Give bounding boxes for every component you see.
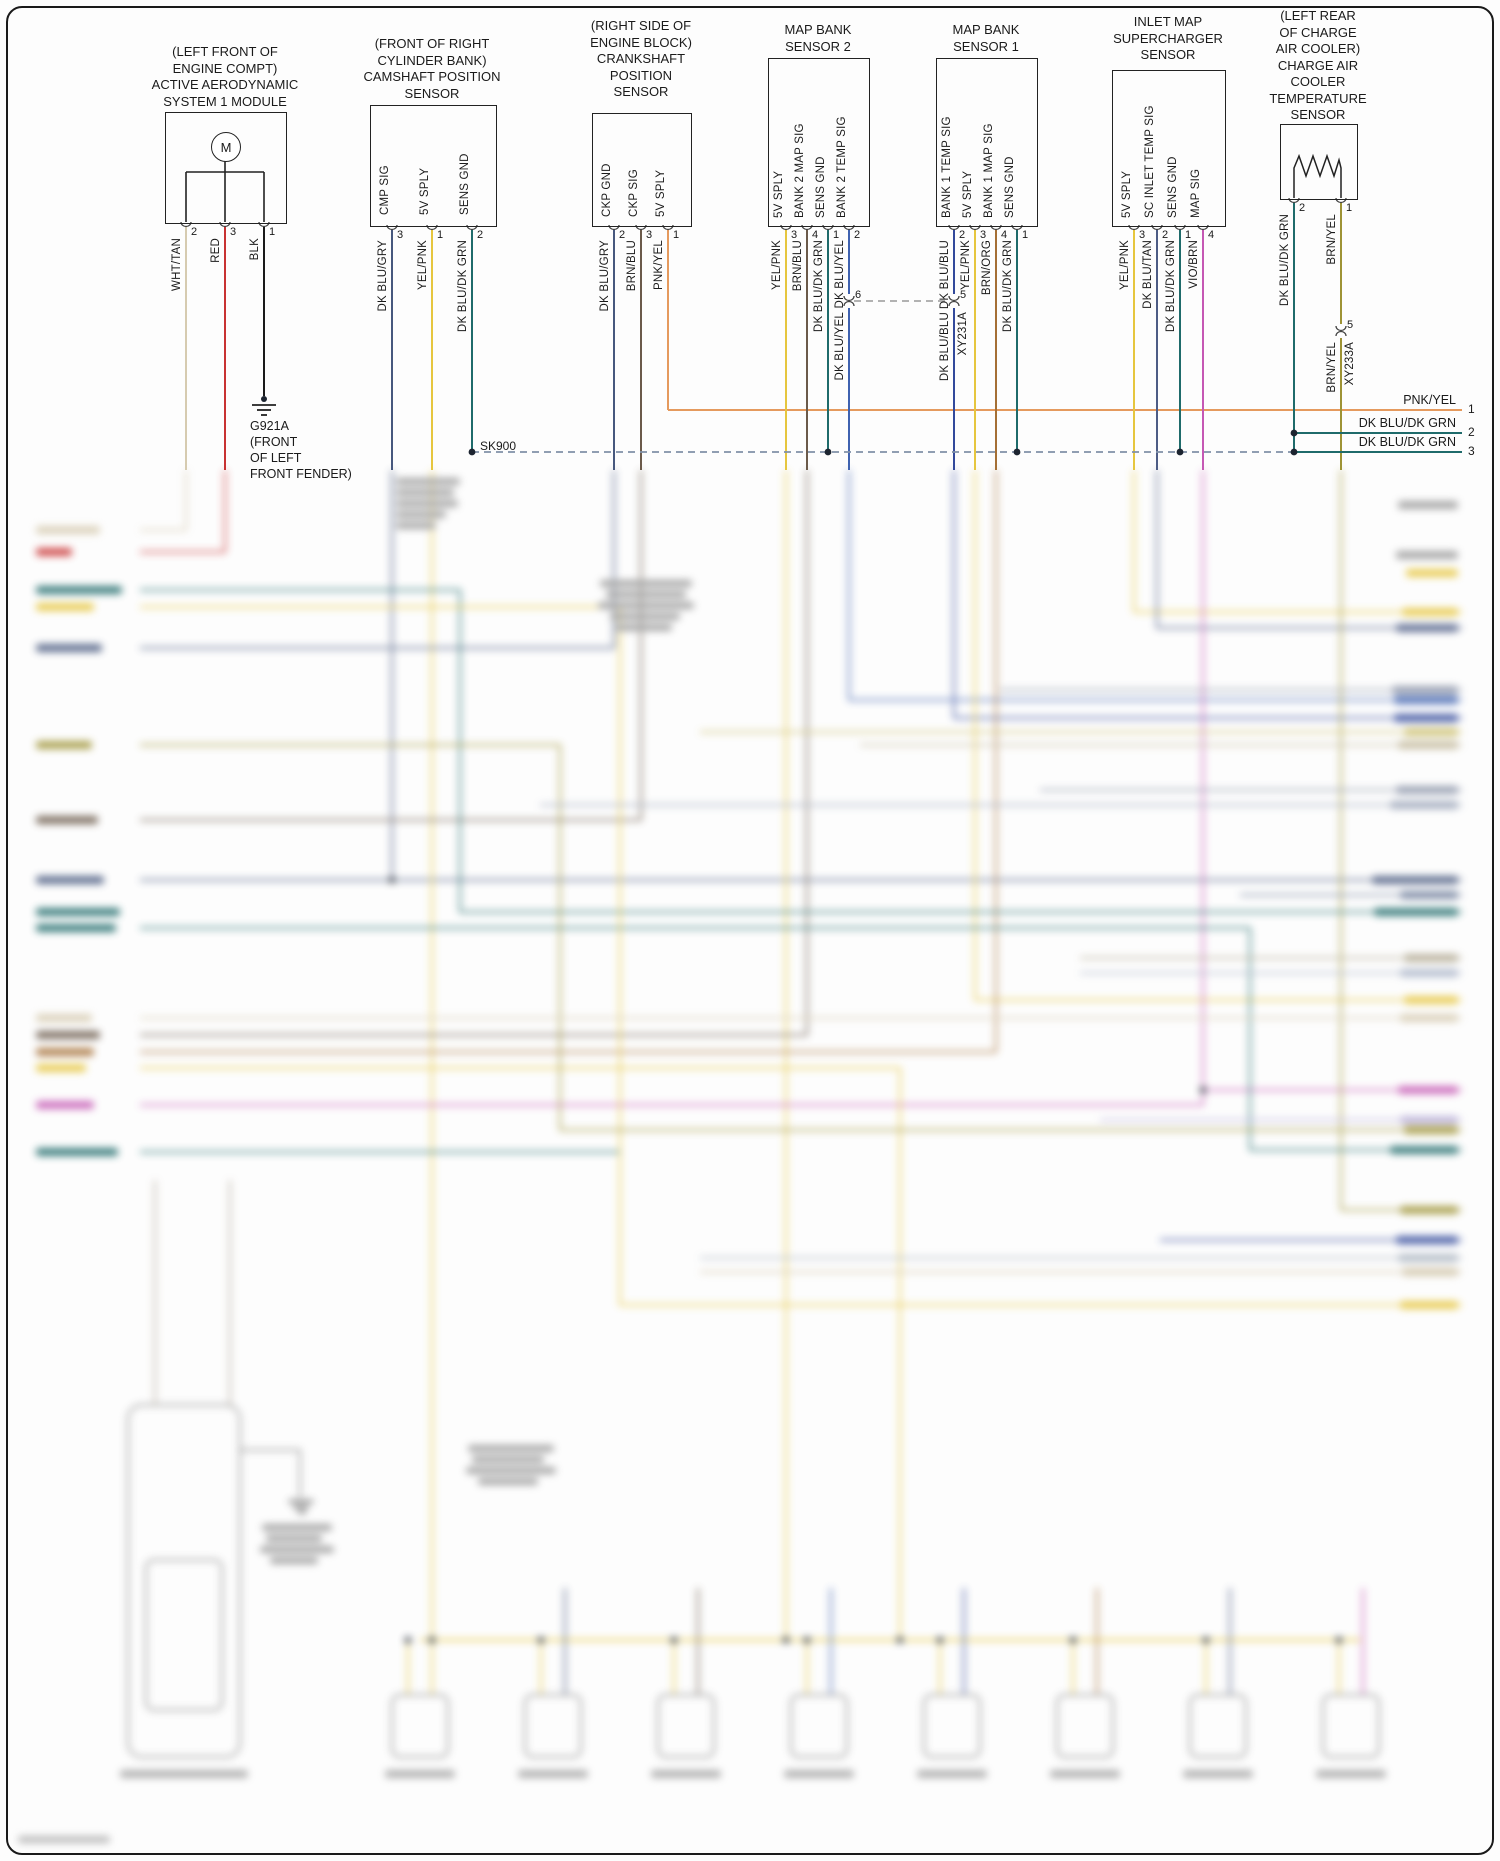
wire-color-label: DK BLU/GRY	[599, 240, 611, 312]
exit-wire-label: DK BLU/DK GRN	[1358, 416, 1456, 430]
wire-color-label: DK BLU/DK GRN	[813, 240, 825, 333]
motor-letter: M	[220, 139, 232, 155]
pin-number: 2	[619, 229, 626, 241]
component-box	[1280, 124, 1358, 200]
pin-number: 1	[1346, 202, 1353, 214]
pin-number: 4	[1001, 229, 1008, 241]
wire-color-label: BRN/YEL	[1326, 214, 1338, 265]
component-title: (RIGHT SIDE OF ENGINE BLOCK) CRANKSHAFT …	[590, 18, 692, 99]
pin-signal-label: 5V SPLY	[419, 167, 431, 215]
wire-color-label: YEL/PNK	[771, 240, 783, 290]
exit-wire-label: PNK/YEL	[1403, 393, 1456, 407]
component-box	[1112, 70, 1226, 227]
pin-signal-label: SENS GND	[1004, 156, 1016, 218]
pin-signal-label: SC INLET TEMP SIG	[1144, 105, 1156, 218]
pin-signal-label: BANK 2 MAP SIG	[794, 123, 806, 218]
wire-color-label: DK BLU/GRY	[377, 240, 389, 312]
pin-signal-label: SENS GND	[1167, 156, 1179, 218]
pin-number: 1	[1185, 229, 1192, 241]
component-box	[768, 58, 870, 227]
connector-label: XY233A	[1344, 342, 1356, 386]
component-box	[592, 113, 692, 227]
component-title: (LEFT REAR OF CHARGE AIR COOLER) CHARGE …	[1269, 8, 1367, 122]
pin-signal-label: CKP SIG	[628, 169, 640, 217]
connector-pin-number: 6	[855, 289, 862, 301]
pin-number: 2	[959, 229, 966, 241]
pin-signal-label: CMP SIG	[379, 165, 391, 215]
pin-number: 3	[230, 226, 237, 238]
pin-number: 1	[269, 226, 276, 238]
wire-color-label: WHT/TAN	[171, 238, 183, 291]
splice-sk900-label: SK900	[480, 439, 517, 453]
pin-number: 3	[646, 229, 653, 241]
component-title: INLET MAP SUPERCHARGER SENSOR	[1113, 14, 1223, 62]
pin-number: 2	[1299, 202, 1306, 214]
pin-number: 4	[812, 229, 819, 241]
wire-color-label: RED	[210, 238, 222, 263]
pin-number: 3	[980, 229, 987, 241]
pin-number: 3	[397, 229, 404, 241]
pin-signal-label: CKP GND	[601, 163, 613, 217]
pin-number: 1	[1022, 229, 1029, 241]
component-title: (FRONT OF RIGHT CYLINDER BANK) CAMSHAFT …	[363, 36, 501, 101]
wire-color-label: BRN/BLU	[792, 240, 804, 292]
wire-color-label: DK BLU/YEL	[834, 312, 846, 381]
motor-symbol: M	[211, 132, 241, 162]
pin-number: 1	[437, 229, 444, 241]
pin-signal-label: 5V SPLY	[655, 169, 667, 217]
component-title: MAP BANK SENSOR 1	[952, 22, 1020, 54]
component-title: MAP BANK SENSOR 2	[784, 22, 852, 54]
wire-color-label: YEL/PNK	[960, 240, 972, 290]
wire-color-label: DK BLU/DK GRN	[1279, 214, 1291, 307]
wire-color-label: DK BLU/DK GRN	[1002, 240, 1014, 333]
pin-number: 1	[833, 229, 840, 241]
exit-pin-number: 1	[1468, 402, 1475, 416]
pin-number: 1	[673, 229, 680, 241]
wire-color-label: YEL/PNK	[417, 240, 429, 290]
pin-number: 4	[1208, 229, 1215, 241]
wire-color-label: DK BLU/BLU	[939, 240, 951, 310]
exit-wire-label: DK BLU/DK GRN	[1358, 435, 1456, 449]
exit-pin-number: 2	[1468, 425, 1475, 439]
pin-signal-label: BANK 1 MAP SIG	[983, 123, 995, 218]
pin-signal-label: 5V SPLY	[1121, 170, 1133, 218]
pin-signal-label: 5V SPLY	[962, 170, 974, 218]
pin-signal-label: SENS GND	[815, 156, 827, 218]
connector-label: XY231A	[957, 312, 969, 356]
wire-color-label: DK BLU/DK GRN	[457, 240, 469, 333]
wire-color-label: DK BLU/DK GRN	[1165, 240, 1177, 333]
wire-color-label: DK BLU/YEL	[834, 240, 846, 309]
pin-signal-label: MAP SIG	[1190, 168, 1202, 218]
pin-signal-label: 5V SPLY	[773, 170, 785, 218]
pin-number: 2	[854, 229, 861, 241]
wire-color-label: BRN/YEL	[1326, 342, 1338, 393]
ground-g921a-label: G921A (FRONT OF LEFT FRONT FENDER)	[250, 419, 352, 481]
wire-color-label: BRN/BLU	[626, 240, 638, 292]
pin-number: 3	[1139, 229, 1146, 241]
wire-color-label: BLK	[249, 238, 261, 261]
pin-signal-label: BANK 1 TEMP SIG	[941, 116, 953, 218]
exit-pin-number: 3	[1468, 444, 1475, 458]
connector-pin-number: 5	[1347, 319, 1354, 331]
wire-color-label: BRN/ORG	[981, 240, 993, 296]
component-box	[165, 112, 287, 224]
pin-number: 2	[477, 229, 484, 241]
component-box	[370, 105, 497, 227]
wire-color-label: DK BLU/TAN	[1142, 240, 1154, 309]
wire-color-label: PNK/YEL	[653, 240, 665, 290]
pin-number: 3	[791, 229, 798, 241]
wire-color-label: VIO/BRN	[1188, 240, 1200, 289]
wire-color-label: YEL/PNK	[1119, 240, 1131, 290]
pin-signal-label: BANK 2 TEMP SIG	[836, 116, 848, 218]
component-title: (LEFT FRONT OF ENGINE COMPT) ACTIVE AERO…	[151, 44, 299, 109]
wire-color-label: DK BLU/BLU	[939, 312, 951, 382]
connector-pin-number: 5	[960, 289, 967, 301]
pin-number: 2	[191, 226, 198, 238]
pin-number: 2	[1162, 229, 1169, 241]
component-box	[936, 58, 1038, 227]
pin-signal-label: SENS GND	[459, 153, 471, 215]
